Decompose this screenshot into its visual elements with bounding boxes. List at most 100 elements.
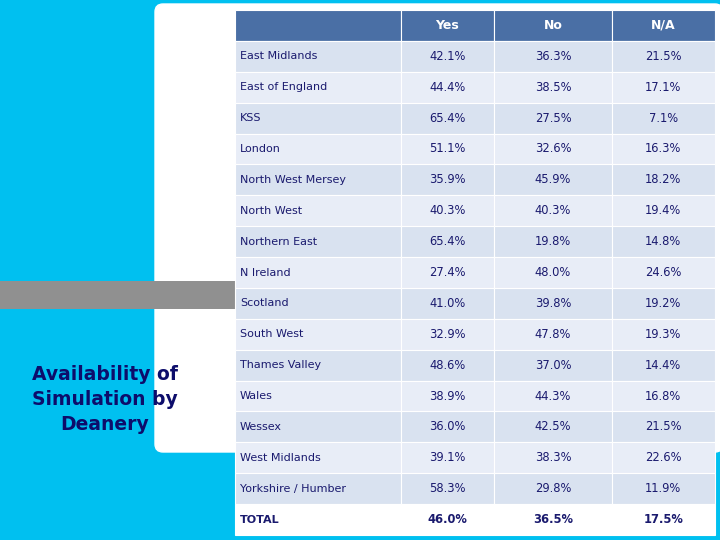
Text: East of England: East of England bbox=[240, 82, 328, 92]
Bar bbox=[235, 226, 400, 257]
Bar bbox=[494, 226, 612, 257]
Text: Scotland: Scotland bbox=[240, 299, 289, 308]
Bar bbox=[400, 164, 494, 195]
Text: 65.4%: 65.4% bbox=[429, 235, 466, 248]
Bar bbox=[235, 411, 400, 442]
Text: Northern East: Northern East bbox=[240, 237, 317, 247]
Text: Availability of
Simulation by
Deanery: Availability of Simulation by Deanery bbox=[32, 365, 178, 434]
Text: 44.4%: 44.4% bbox=[429, 80, 466, 94]
Text: 32.6%: 32.6% bbox=[535, 143, 571, 156]
Text: 36.0%: 36.0% bbox=[429, 421, 466, 434]
Bar bbox=[494, 350, 612, 381]
Bar bbox=[400, 10, 494, 41]
Bar bbox=[612, 103, 715, 133]
Bar bbox=[612, 288, 715, 319]
Bar bbox=[494, 10, 612, 41]
Text: West Midlands: West Midlands bbox=[240, 453, 320, 463]
Text: 48.6%: 48.6% bbox=[429, 359, 466, 372]
Text: Wessex: Wessex bbox=[240, 422, 282, 432]
Text: TOTAL: TOTAL bbox=[240, 515, 279, 524]
Text: Yorkshire / Humber: Yorkshire / Humber bbox=[240, 484, 346, 494]
Text: Thames Valley: Thames Valley bbox=[240, 360, 321, 370]
Bar bbox=[0, 281, 500, 309]
Text: 38.5%: 38.5% bbox=[535, 80, 571, 94]
Text: 37.0%: 37.0% bbox=[535, 359, 571, 372]
Bar bbox=[612, 226, 715, 257]
Bar bbox=[494, 195, 612, 226]
Bar bbox=[400, 195, 494, 226]
Bar bbox=[400, 226, 494, 257]
Bar bbox=[494, 381, 612, 411]
Text: 7.1%: 7.1% bbox=[649, 112, 678, 125]
Bar bbox=[612, 72, 715, 103]
Bar bbox=[494, 164, 612, 195]
FancyBboxPatch shape bbox=[155, 4, 720, 452]
Text: 48.0%: 48.0% bbox=[535, 266, 571, 279]
Text: 17.5%: 17.5% bbox=[644, 513, 683, 526]
Text: 21.5%: 21.5% bbox=[645, 421, 682, 434]
Bar bbox=[235, 195, 400, 226]
Bar bbox=[612, 195, 715, 226]
Text: 45.9%: 45.9% bbox=[535, 173, 571, 186]
Bar bbox=[494, 288, 612, 319]
Text: 44.3%: 44.3% bbox=[535, 389, 571, 402]
Text: N/A: N/A bbox=[651, 19, 675, 32]
Bar bbox=[494, 72, 612, 103]
Text: 46.0%: 46.0% bbox=[428, 513, 467, 526]
Text: No: No bbox=[544, 19, 562, 32]
Bar bbox=[235, 442, 400, 473]
Bar bbox=[235, 319, 400, 350]
Bar bbox=[400, 133, 494, 164]
Text: 32.9%: 32.9% bbox=[429, 328, 466, 341]
Text: 27.4%: 27.4% bbox=[429, 266, 466, 279]
Text: KSS: KSS bbox=[240, 113, 261, 123]
Text: 36.3%: 36.3% bbox=[535, 50, 571, 63]
Text: 24.6%: 24.6% bbox=[645, 266, 682, 279]
Bar bbox=[400, 103, 494, 133]
Bar bbox=[494, 319, 612, 350]
Bar bbox=[494, 504, 612, 535]
Text: Wales: Wales bbox=[240, 391, 273, 401]
Bar bbox=[400, 350, 494, 381]
Text: 39.8%: 39.8% bbox=[535, 297, 571, 310]
Text: 19.4%: 19.4% bbox=[645, 204, 682, 217]
Bar bbox=[400, 504, 494, 535]
Text: 29.8%: 29.8% bbox=[535, 482, 571, 495]
Text: N Ireland: N Ireland bbox=[240, 267, 291, 278]
Text: 19.8%: 19.8% bbox=[535, 235, 571, 248]
Bar bbox=[494, 257, 612, 288]
Bar bbox=[400, 72, 494, 103]
Bar bbox=[235, 10, 400, 41]
Text: 51.1%: 51.1% bbox=[429, 143, 466, 156]
Bar bbox=[494, 411, 612, 442]
Bar bbox=[612, 164, 715, 195]
Text: 14.8%: 14.8% bbox=[645, 235, 682, 248]
Text: 17.1%: 17.1% bbox=[645, 80, 682, 94]
Bar bbox=[612, 257, 715, 288]
Bar bbox=[494, 133, 612, 164]
Bar bbox=[494, 442, 612, 473]
Bar bbox=[400, 288, 494, 319]
Text: 39.1%: 39.1% bbox=[429, 451, 466, 464]
Text: East Midlands: East Midlands bbox=[240, 51, 318, 62]
Bar bbox=[235, 72, 400, 103]
Bar bbox=[494, 103, 612, 133]
Bar bbox=[612, 41, 715, 72]
Text: 65.4%: 65.4% bbox=[429, 112, 466, 125]
Text: 16.3%: 16.3% bbox=[645, 143, 682, 156]
Text: North West: North West bbox=[240, 206, 302, 216]
Text: 16.8%: 16.8% bbox=[645, 389, 682, 402]
Bar bbox=[400, 381, 494, 411]
Bar bbox=[612, 133, 715, 164]
Bar bbox=[235, 473, 400, 504]
Text: 58.3%: 58.3% bbox=[429, 482, 466, 495]
Text: 38.9%: 38.9% bbox=[429, 389, 466, 402]
Text: 42.1%: 42.1% bbox=[429, 50, 466, 63]
Text: 38.3%: 38.3% bbox=[535, 451, 571, 464]
Bar bbox=[612, 411, 715, 442]
Text: 41.0%: 41.0% bbox=[429, 297, 466, 310]
Bar bbox=[235, 504, 400, 535]
Text: 18.2%: 18.2% bbox=[645, 173, 682, 186]
Text: North West Mersey: North West Mersey bbox=[240, 175, 346, 185]
Bar bbox=[612, 504, 715, 535]
